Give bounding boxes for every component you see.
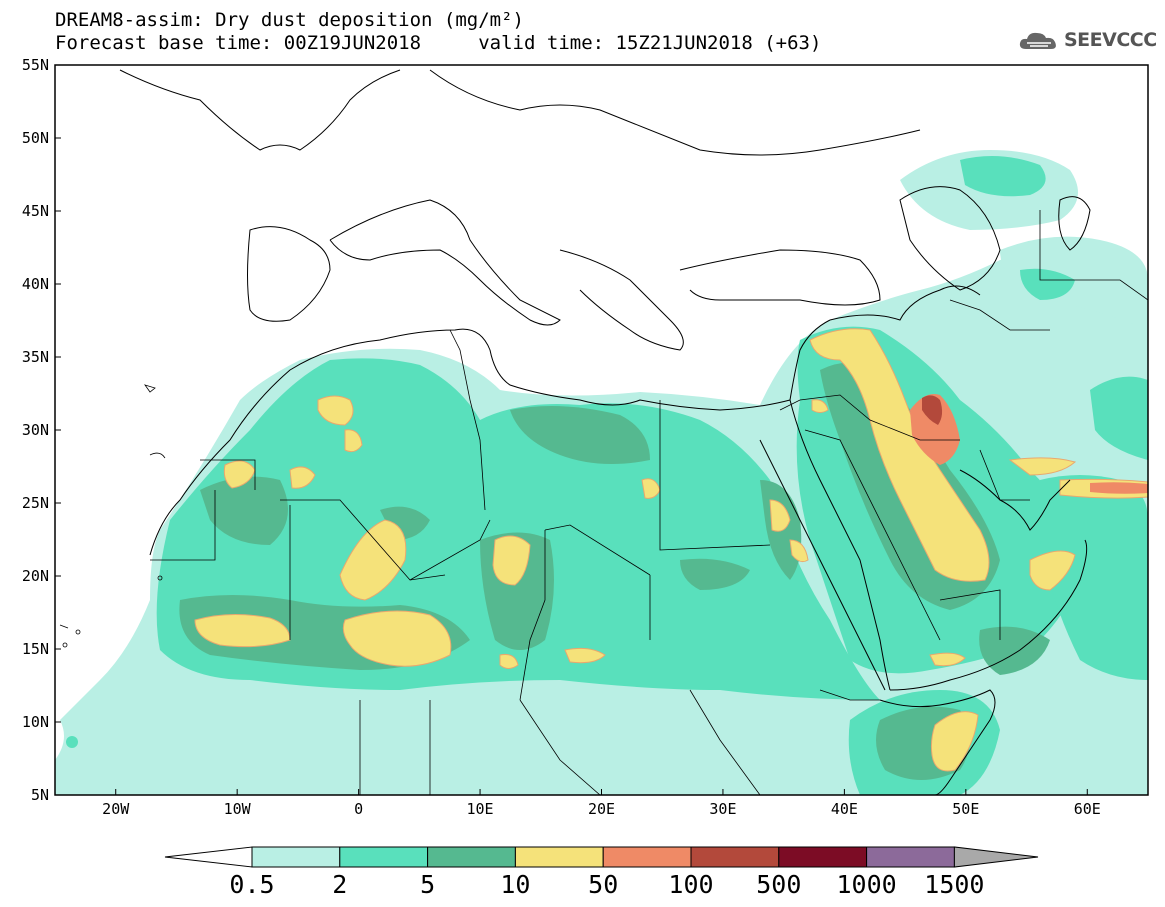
seevccc-logo: SEEVCCC [1018, 27, 1157, 53]
lat-tick-label: 45N [22, 202, 49, 220]
longitude-axis: 20W 10W 0 10E 20E 30E 40E 50E 60E [102, 789, 1101, 818]
colorbar-segment [251, 846, 341, 868]
lat-tick-label: 25N [22, 494, 49, 512]
lat-tick-label: 10N [22, 713, 49, 731]
lon-tick-label: 10W [224, 800, 252, 818]
colorbar-segment [427, 846, 516, 868]
lon-tick-label: 20W [102, 800, 130, 818]
colorbar-segment [778, 846, 868, 868]
colorbar-label: 0.5 [229, 870, 274, 899]
colorbar-segment [602, 846, 692, 868]
map-title: DREAM8-assim: Dry dust deposition (mg/m²… [55, 9, 524, 31]
colorbar-legend: 0.5 2 5 10 50 100 500 1000 1500 [164, 846, 1039, 899]
lat-tick-label: 15N [22, 640, 49, 658]
lon-tick-label: 60E [1074, 800, 1101, 818]
colorbar-label: 2 [332, 870, 347, 899]
lon-tick-label: 10E [467, 800, 494, 818]
lat-tick-label: 40N [22, 275, 49, 293]
colorbar-label: 5 [420, 870, 435, 899]
colorbar-segment [339, 846, 429, 868]
cloud-logo-icon [1019, 32, 1056, 49]
dust-field [55, 65, 1148, 795]
colorbar-label: 1000 [836, 870, 896, 899]
lon-tick-label: 40E [831, 800, 858, 818]
lon-tick-label: 30E [709, 800, 736, 818]
colorbar-segment [514, 846, 604, 868]
lat-tick-label: 30N [22, 421, 49, 439]
islands [59, 384, 166, 648]
colorbar-under-triangle [164, 846, 253, 868]
deposition-band-50 [910, 394, 1148, 494]
colorbar-label: 100 [668, 870, 713, 899]
lat-tick-label: 50N [22, 129, 49, 147]
colorbar-segment [690, 846, 780, 868]
forecast-times: Forecast base time: 00Z19JUN2018 valid t… [55, 32, 822, 54]
colorbar-label: 50 [588, 870, 618, 899]
colorbar-segment [866, 846, 955, 868]
country-borders [150, 210, 1148, 795]
lat-tick-label: 35N [22, 348, 49, 366]
colorbar-over-triangle [953, 846, 1039, 868]
deposition-band-100 [922, 395, 943, 425]
latitude-axis: 55N 50N 45N 40N 35N 30N 25N 20N 15N 10N 5N [22, 56, 61, 804]
lon-tick-label: 0 [354, 800, 363, 818]
colorbar-label: 10 [500, 870, 530, 899]
coastlines [119, 69, 1091, 795]
logo-text: SEEVCCC [1064, 29, 1157, 51]
lat-tick-label: 20N [22, 567, 49, 585]
lon-tick-label: 20E [588, 800, 615, 818]
lat-tick-label: 5N [31, 786, 49, 804]
colorbar-label: 500 [756, 870, 801, 899]
colorbar-label: 1500 [924, 870, 984, 899]
lat-tick-label: 55N [22, 56, 49, 74]
lon-tick-label: 50E [952, 800, 979, 818]
